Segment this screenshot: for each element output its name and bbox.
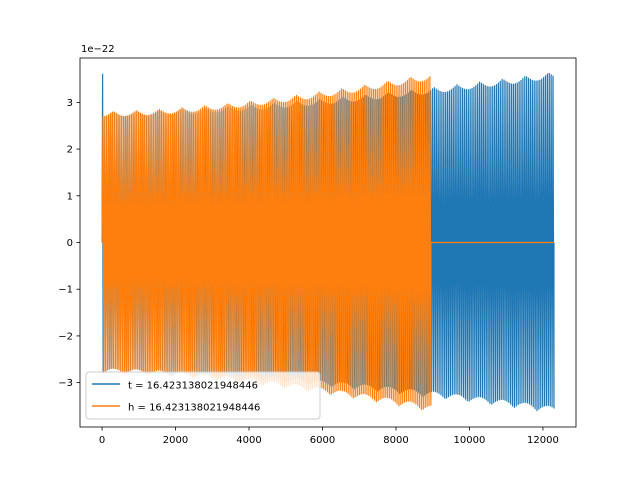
y-scale-label: 1e−22 — [81, 44, 115, 55]
x-tick-label: 4000 — [236, 435, 261, 446]
x-tick-label: 2000 — [163, 435, 188, 446]
x-tick-label: 10000 — [454, 435, 486, 446]
y-tick-label: 3 — [67, 98, 73, 109]
y-tick-label: −2 — [58, 331, 73, 342]
x-tick-label: 8000 — [383, 435, 408, 446]
y-tick-label: 0 — [67, 238, 73, 249]
y-tick-label: −3 — [58, 378, 73, 389]
y-tick-label: 2 — [67, 145, 73, 156]
x-tick-label: 12000 — [527, 435, 559, 446]
legend-label-t: t = 16.423138021948446 — [128, 381, 258, 392]
y-tick-label: −1 — [58, 285, 73, 296]
y-tick-label: 1 — [67, 191, 73, 202]
y-axis: −3 −2 −1 0 1 2 3 — [58, 98, 80, 389]
x-tick-label: 0 — [99, 435, 105, 446]
legend-label-h: h = 16.423138021948446 — [128, 403, 260, 414]
legend-box — [85, 371, 321, 420]
x-axis: 0 2000 4000 6000 8000 10000 12000 — [99, 427, 559, 446]
legend: t = 16.423138021948446 h = 16.4231380219… — [85, 371, 321, 420]
x-tick-label: 6000 — [310, 435, 335, 446]
